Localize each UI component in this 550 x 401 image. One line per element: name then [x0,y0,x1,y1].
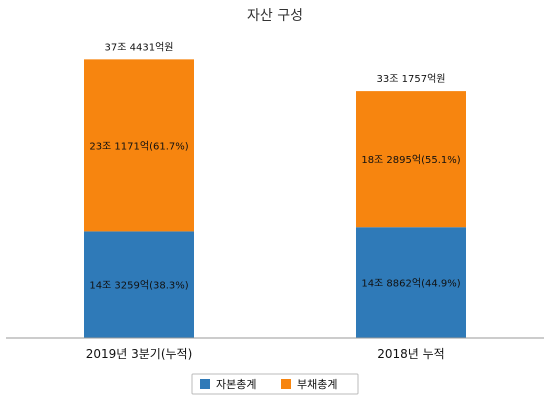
legend-box [191,373,359,395]
segment-value-label: 14조 3259억(38.3%) [89,280,188,292]
category-label: 2019년 3분기(누적) [86,347,193,361]
segment-value-label: 14조 8862억(44.9%) [361,278,460,290]
bar-segment-liabilities [84,59,194,232]
legend: 자본총계 부채총계 [191,373,359,395]
total-value-label: 33조 1757억원 [377,73,446,85]
legend-swatch [281,379,291,389]
bar-group: 14조 3259억(38.3%) 23조 1171억(61.7%) 37조 4431… [84,41,466,338]
bar-segment-equity [84,231,194,338]
total-value-label: 37조 4431억원 [105,41,174,53]
category-labels: 2019년 3분기(누적) 2018년 누적 [86,347,445,361]
legend-label: 자본총계 [216,378,256,391]
segment-value-label: 18조 2895억(55.1%) [361,154,460,166]
legend-swatch [200,379,210,389]
bar-segment-equity [356,227,466,338]
chart-title: 자산 구성 [247,8,303,24]
category-label: 2018년 누적 [377,347,444,361]
bar-segment-liabilities [356,91,466,228]
segment-value-label: 23조 1171억(61.7%) [89,140,188,152]
legend-label: 부채총계 [297,378,337,391]
